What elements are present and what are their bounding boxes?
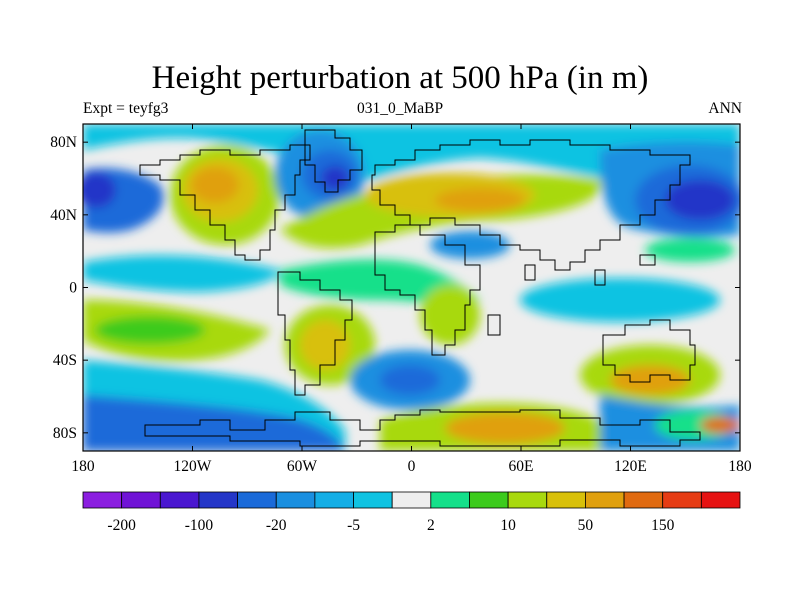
contour-band [83,395,345,451]
continent-africa [374,224,481,356]
y-tick-label: 40S [53,352,77,369]
contour-band [321,166,349,190]
figure-title: Height perturbation at 500 hPa (in m) [151,60,649,96]
colorbar-label: 10 [500,517,516,534]
contour-band [83,255,280,292]
colorbar-swatch [546,491,586,509]
contour-band [83,124,740,180]
contour-band [420,285,480,345]
colorbar-swatch [469,491,509,509]
continent-island [594,269,606,286]
colorbar: -200 -100 -20 -5 2 10 50 150 [82,491,741,534]
colorbar-label: 150 [651,517,675,534]
colorbar-swatch [700,491,741,509]
x-tick-label: 60E [509,458,534,475]
y-axis: 80N 40N 0 40S 80S [50,134,740,442]
colorbar-swatch [159,491,200,509]
continent-island [639,254,656,266]
colorbar-swatch [237,491,277,509]
colorbar-label: -100 [185,517,214,534]
x-tick-label: 60W [287,458,318,475]
continent-north-america [139,144,311,261]
contour-band [700,417,740,433]
colorbar-swatch [314,491,354,509]
y-tick-label: 0 [69,280,77,297]
x-axis: 180 120W 60W 0 60E 120E 180 [71,124,752,475]
y-tick-label: 80N [50,134,77,151]
contour-band [300,320,350,370]
colorbar-swatch [662,491,702,509]
continent-island [524,264,536,281]
experiment-label: Expt = teyfg3 [83,100,169,117]
continent-eurasia [371,139,691,271]
continent-outlines [139,129,701,447]
continent-greenland [304,129,363,193]
colorbar-swatch [353,491,393,509]
x-tick-label: 180 [71,458,95,475]
contour-band [645,238,735,262]
colorbar-swatch [391,491,432,509]
contour-band [191,167,239,203]
colorbar-swatch [623,491,664,509]
y-tick-label: 80S [53,425,77,442]
contour-band [380,365,440,395]
season-label: ANN [708,100,742,117]
contour-band [435,188,525,212]
x-tick-label: 180 [728,458,752,475]
colorbar-label: 50 [578,517,594,534]
continent-south-america [277,271,353,396]
colorbar-swatch [275,491,316,509]
continent-australia [602,319,696,383]
colorbar-label: -20 [266,517,287,534]
continent-antarctica [144,409,701,447]
colorbar-swatch [585,491,625,509]
y-tick-label: 40N [50,207,77,224]
colorbar-swatch [507,491,548,509]
x-tick-label: 120E [614,458,647,475]
period-label: 031_0_MaBP [356,100,444,117]
contour-band [430,231,510,259]
contour-band [445,412,565,444]
colorbar-swatch [430,491,470,509]
x-tick-label: 0 [408,458,416,475]
contour-band [95,316,205,344]
colorbar-label: -5 [347,517,360,534]
contour-band [83,172,116,208]
contour-band [665,180,735,220]
contour-band [520,278,720,322]
height-anomaly-field [83,124,740,451]
colorbar-swatch [82,491,123,509]
continent-island [487,314,501,336]
colorbar-label: 2 [427,517,435,534]
colorbar-swatch [198,491,238,509]
x-tick-label: 120W [174,458,212,475]
colorbar-swatch [121,491,161,509]
colorbar-label: -200 [107,517,136,534]
